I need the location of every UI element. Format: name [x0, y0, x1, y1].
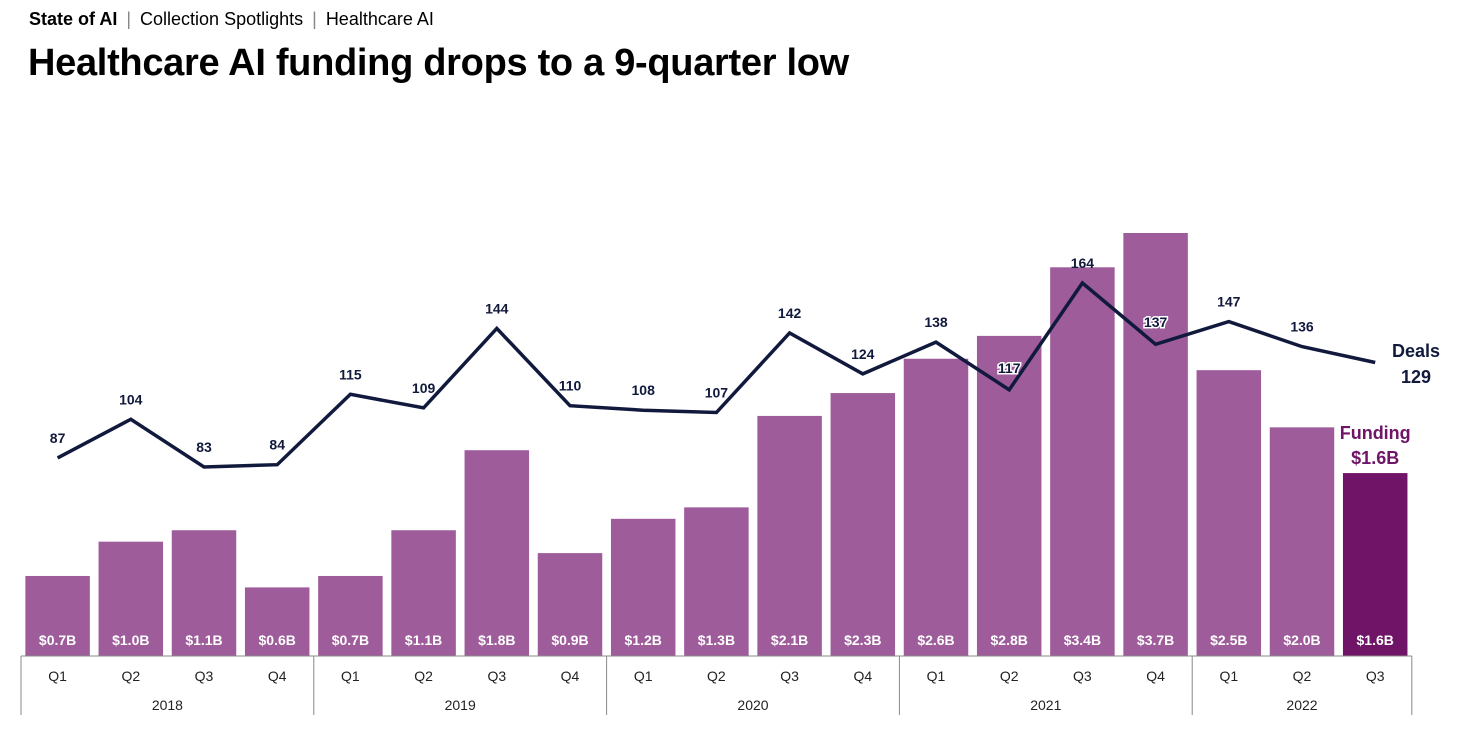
- funding-bar: [610, 518, 676, 656]
- x-tick-label: Q2: [414, 668, 433, 684]
- deals-value-label: 124: [851, 346, 875, 362]
- x-tick-label: Q3: [1366, 668, 1385, 684]
- deals-value-label: 107: [705, 384, 729, 400]
- deals-value-label: 104: [119, 391, 143, 407]
- x-tick-label: Q3: [1073, 668, 1092, 684]
- funding-bar-label: $2.8B: [991, 632, 1028, 648]
- funding-bar: [318, 575, 383, 656]
- funding-bar: [976, 335, 1042, 656]
- breadcrumb-separator: |: [312, 9, 317, 29]
- funding-bar-label: $1.1B: [405, 632, 442, 648]
- x-tick-label: Q4: [853, 668, 872, 684]
- funding-bar: [1196, 370, 1262, 656]
- deals-line: [56, 280, 1376, 469]
- funding-bar-label: $3.4B: [1064, 632, 1101, 648]
- funding-bar-label: $3.7B: [1137, 632, 1174, 648]
- x-year-label: 2022: [1286, 697, 1317, 713]
- x-tick-label: Q2: [121, 668, 140, 684]
- deals-value-label: 83: [196, 439, 212, 455]
- breadcrumb-item-collection-spotlights[interactable]: Collection Spotlights: [140, 9, 304, 29]
- x-tick-label: Q1: [1219, 668, 1238, 684]
- x-tick-label: Q4: [268, 668, 287, 684]
- funding-bar: [830, 393, 896, 656]
- x-year-label: 2018: [152, 697, 183, 713]
- deals-value-label: 84: [269, 437, 285, 453]
- funding-bar: [391, 530, 456, 656]
- funding-bar-label: $0.9B: [551, 632, 588, 648]
- x-tick-label: Q4: [561, 668, 580, 684]
- deals-value-label: 144: [485, 300, 509, 316]
- breadcrumb-item-healthcare-ai[interactable]: Healthcare AI: [325, 9, 434, 29]
- funding-bar: [1269, 427, 1335, 656]
- funding-bar-label: $1.0B: [112, 632, 149, 648]
- funding-bar-label: $1.6B: [1357, 632, 1394, 648]
- x-tick-label: Q1: [634, 668, 653, 684]
- funding-bar: [684, 507, 749, 656]
- x-tick-label: Q1: [927, 668, 946, 684]
- breadcrumb-item-state-of-ai[interactable]: State of AI: [29, 9, 118, 29]
- deals-value-label: 87: [50, 430, 66, 446]
- deals-series-label: Deals: [1392, 341, 1440, 361]
- breadcrumb-separator: |: [126, 9, 132, 29]
- funding-bar-label: $2.1B: [771, 632, 808, 648]
- deals-value-label: 164: [1071, 255, 1095, 271]
- funding-series-label: Funding: [1340, 423, 1411, 443]
- funding-bar-label: $1.8B: [478, 632, 515, 648]
- funding-bar-label: $2.3B: [844, 632, 881, 648]
- funding-bar: [98, 541, 164, 656]
- x-year-label: 2019: [445, 697, 476, 713]
- deals-value-label: 108: [632, 382, 656, 398]
- x-tick-label: Q4: [1146, 668, 1165, 684]
- funding-bar: [25, 575, 90, 656]
- x-tick-label: Q1: [341, 668, 360, 684]
- deals-value-label: 147: [1217, 294, 1241, 310]
- deals-last-value: 129: [1401, 367, 1431, 387]
- funding-bar-label: $1.1B: [185, 632, 222, 648]
- funding-bar: [244, 587, 310, 656]
- x-tick-label: Q2: [1000, 668, 1019, 684]
- x-tick-label: Q3: [780, 668, 799, 684]
- x-tick-label: Q1: [48, 668, 67, 684]
- funding-bar-label: $2.6B: [917, 632, 954, 648]
- deals-value-label: 110: [559, 378, 582, 394]
- breadcrumb: State of AI | Collection Spotlights | Health…: [29, 9, 434, 30]
- funding-bar-label: $0.6B: [259, 632, 296, 648]
- funding-bar: [537, 553, 603, 656]
- deals-value-label: 115: [339, 366, 362, 382]
- deals-value-label: 138: [924, 314, 948, 330]
- deals-value-label: 117: [998, 360, 1021, 376]
- x-tick-label: Q2: [1293, 668, 1312, 684]
- funding-bar-label: $0.7B: [39, 632, 76, 648]
- funding-bar-label: $1.2B: [625, 632, 662, 648]
- x-tick-label: Q3: [487, 668, 506, 684]
- x-tick-label: Q2: [707, 668, 726, 684]
- deals-value-label: 109: [412, 380, 436, 396]
- funding-bar: [464, 450, 530, 656]
- page-title: Healthcare AI funding drops to a 9-quart…: [28, 42, 849, 84]
- funding-bar-label: $2.5B: [1210, 632, 1247, 648]
- funding-bar: [1342, 473, 1408, 656]
- funding-bar: [757, 415, 822, 656]
- x-year-label: 2021: [1030, 697, 1061, 713]
- funding-bar: [171, 530, 237, 656]
- deals-value-label: 142: [778, 305, 802, 321]
- funding-bar: [903, 358, 969, 656]
- deals-value-label: 137: [1144, 314, 1168, 330]
- x-year-label: 2020: [737, 697, 768, 713]
- funding-last-value: $1.6B: [1351, 448, 1399, 468]
- x-tick-label: Q3: [195, 668, 214, 684]
- funding-bar-label: $2.0B: [1283, 632, 1320, 648]
- funding-bar-label: $0.7B: [332, 632, 369, 648]
- deals-value-label: 136: [1290, 319, 1314, 335]
- funding-bar: [1123, 233, 1188, 656]
- funding-bar: [1050, 267, 1115, 656]
- funding-bar-label: $1.3B: [698, 632, 735, 648]
